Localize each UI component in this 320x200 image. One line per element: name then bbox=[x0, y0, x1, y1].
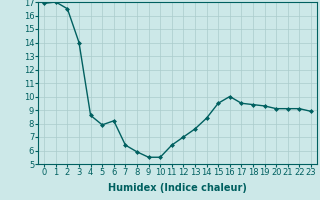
X-axis label: Humidex (Indice chaleur): Humidex (Indice chaleur) bbox=[108, 183, 247, 193]
